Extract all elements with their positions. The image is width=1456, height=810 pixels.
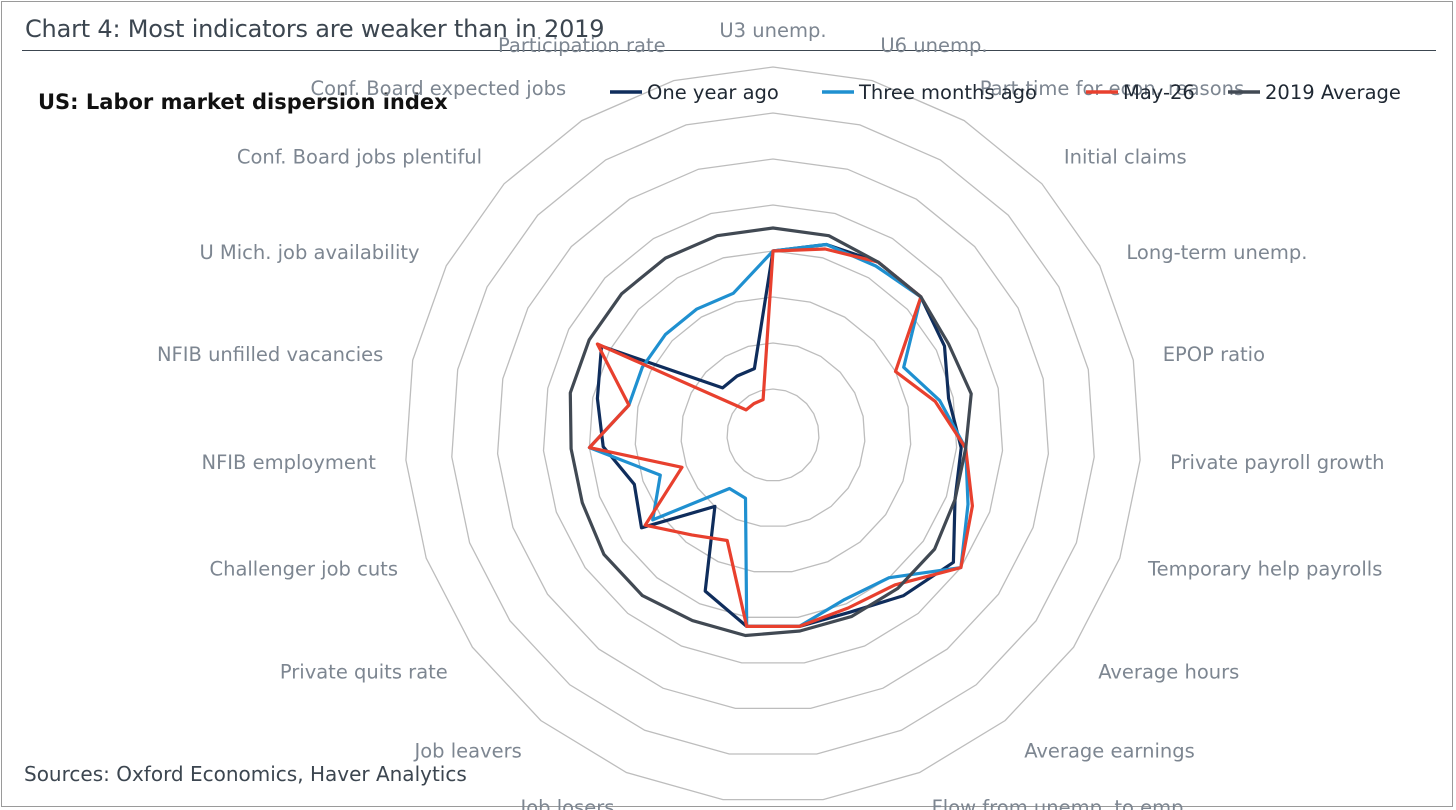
legend-label-4: 2019 Average xyxy=(1265,81,1401,104)
legend: One year ago Three months ago May-26 2019 A… xyxy=(610,81,1401,104)
category-label: U6 unemp. xyxy=(880,34,987,57)
category-label: Temporary help payrolls xyxy=(1147,557,1382,580)
category-label: Conf. Board expected jobs xyxy=(311,77,567,100)
legend-label-3: May-26 xyxy=(1123,81,1195,104)
category-label: U3 unemp. xyxy=(719,19,826,42)
category-label: Challenger job cuts xyxy=(209,557,398,580)
category-labels: U3 unemp. U6 unemp. Part-time for econ. re… xyxy=(157,19,1385,810)
sources-note: Sources: Oxford Economics, Haver Analyti… xyxy=(24,762,467,786)
grid-ring-2 xyxy=(680,342,866,527)
category-label: Average earnings xyxy=(1024,740,1195,763)
category-label: Participation rate xyxy=(498,34,666,57)
category-label: Flow from unemp. to emp. xyxy=(932,796,1190,810)
category-label: Average hours xyxy=(1098,661,1239,684)
category-label: Initial claims xyxy=(1064,145,1187,168)
category-label: Private quits rate xyxy=(280,661,448,684)
grid-ring-1 xyxy=(726,388,820,482)
category-label: Long-term unemp. xyxy=(1126,241,1307,264)
grid-ring-4 xyxy=(588,250,958,618)
category-label: NFIB employment xyxy=(202,451,377,474)
plot-title: US: Labor market dispersion index xyxy=(38,90,448,114)
category-label: EPOP ratio xyxy=(1163,343,1265,366)
category-label: Job leavers xyxy=(412,740,521,763)
category-label: Conf. Board jobs plentiful xyxy=(237,145,482,168)
category-label: Job losers xyxy=(518,796,614,810)
grid-ring-7 xyxy=(451,112,1095,755)
series-line-4 xyxy=(568,226,973,638)
series-line-2 xyxy=(587,242,970,629)
series-line-3 xyxy=(587,247,975,629)
category-label: Private payroll growth xyxy=(1170,451,1384,474)
heading-rule xyxy=(22,50,1436,51)
grid-ring-5 xyxy=(542,204,1004,664)
legend-label-2: Three months ago xyxy=(858,81,1037,104)
grid-ring-3 xyxy=(634,296,912,573)
category-label: U Mich. job availability xyxy=(199,241,419,264)
series-line-1 xyxy=(595,242,963,629)
radar-grid xyxy=(405,66,1141,801)
grid-ring-6 xyxy=(496,158,1050,710)
chart-heading: Chart 4: Most indicators are weaker than… xyxy=(25,15,605,43)
grid-ring-8 xyxy=(405,66,1141,801)
category-label: NFIB unfilled vacancies xyxy=(157,343,383,366)
radar-series xyxy=(568,226,975,638)
category-label: Part-time for econ. reasons xyxy=(980,77,1244,100)
legend-label-1: One year ago xyxy=(647,81,779,104)
